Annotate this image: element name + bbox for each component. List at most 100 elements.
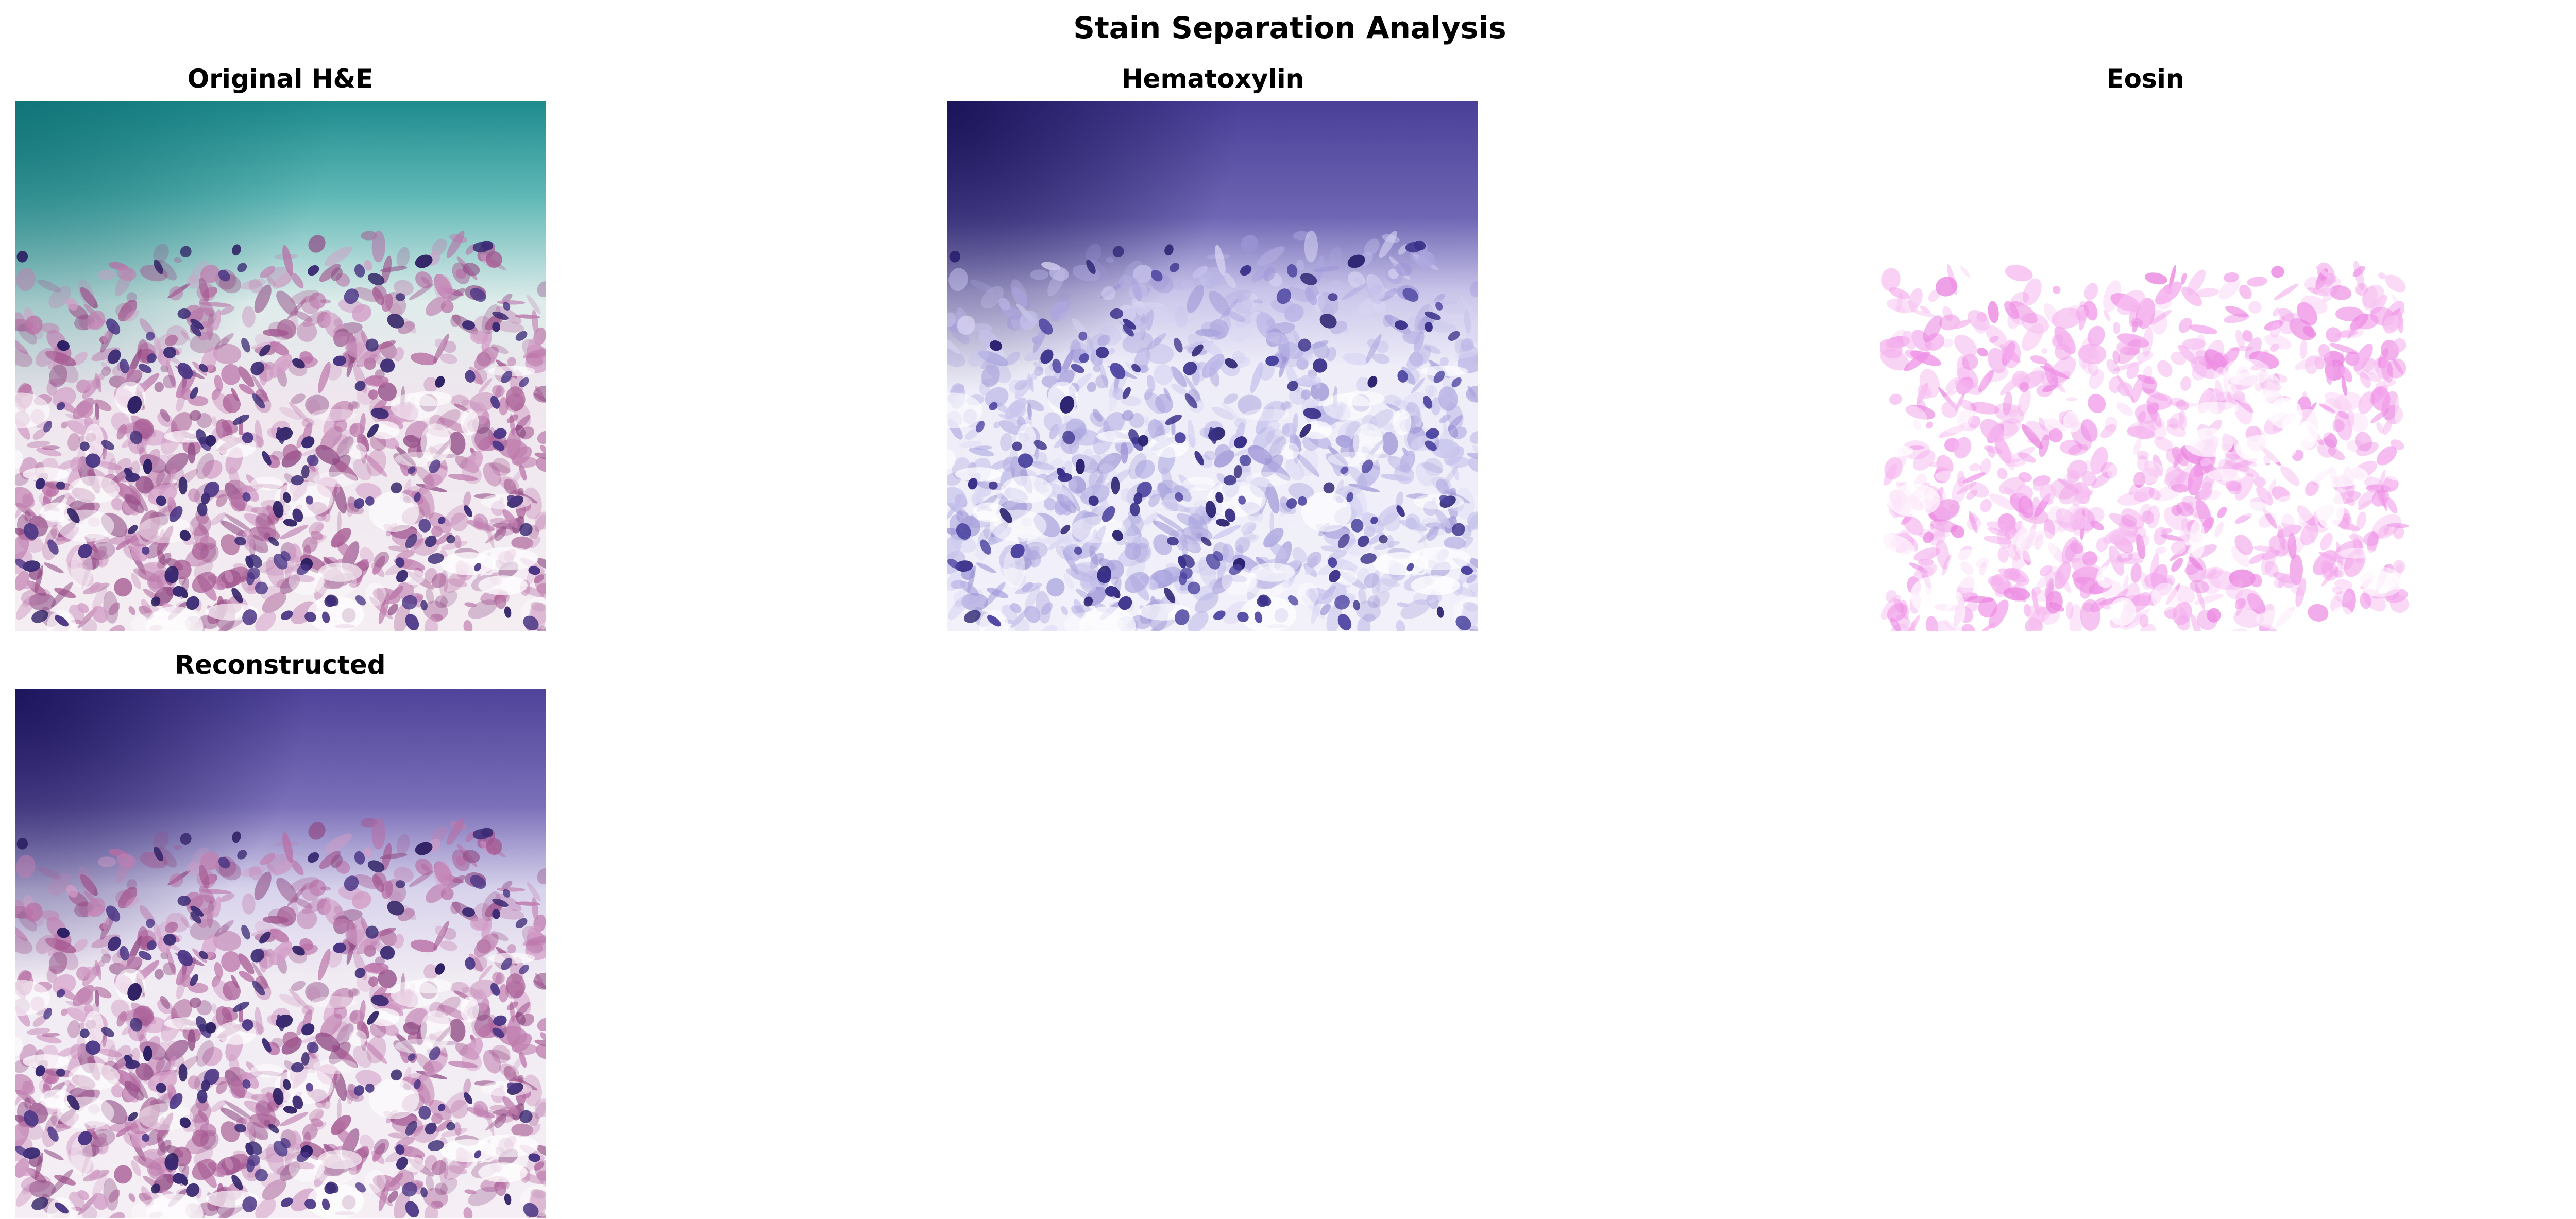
tissue-fiber (119, 420, 150, 434)
tissue-fiber (2088, 362, 2099, 376)
tissue-fiber (2171, 558, 2183, 572)
tissue-fiber (2234, 535, 2253, 555)
tissue-fiber (467, 1038, 483, 1059)
tissue-fiber (338, 886, 364, 901)
tissue-fiber (1122, 410, 1134, 421)
tissue-fiber (2217, 506, 2227, 518)
tissue-fiber (156, 1042, 170, 1053)
tissue-fiber (1997, 468, 2008, 479)
tissue-fiber (314, 1110, 324, 1120)
tissue-gap (488, 953, 536, 964)
tissue-fiber (489, 518, 507, 524)
tissue-fiber (2334, 591, 2353, 603)
cell-nucleus (1184, 393, 1198, 409)
tissue-fiber (1061, 606, 1068, 615)
tissue-fiber (2060, 440, 2083, 455)
tissue-fiber (2192, 362, 2207, 381)
tissue-fiber (324, 246, 352, 266)
cell-nucleus (1225, 508, 1236, 522)
tissue-fiber (2276, 525, 2302, 538)
cell-nucleus (355, 1182, 366, 1193)
tissue-fiber (1128, 453, 1147, 479)
tissue-fiber (496, 893, 522, 912)
tissue-fiber (2072, 569, 2086, 590)
tissue-fiber (1425, 384, 1437, 398)
tissue-fiber (1301, 596, 1326, 620)
tissue-fiber (1022, 582, 1033, 592)
tissue-fiber (199, 864, 210, 889)
tissue-fiber (2335, 306, 2364, 321)
tissue-fiber (282, 1031, 299, 1048)
tissue-fiber (308, 235, 326, 253)
tissue-fiber (216, 581, 226, 590)
tissue-fiber (364, 375, 389, 386)
tissue-gap (307, 1183, 364, 1218)
tissue-fiber (225, 570, 233, 583)
cell-nucleus (151, 1183, 161, 1194)
tissue-fiber (410, 352, 437, 366)
tissue-fiber (383, 964, 389, 976)
tissue-gap (138, 1103, 193, 1130)
cell-nucleus (120, 358, 129, 374)
tissue-fiber (2130, 563, 2142, 583)
cell-nucleus (141, 546, 150, 555)
tissue-fiber (2080, 419, 2098, 442)
tissue-fiber (463, 491, 471, 508)
tissue-fiber (1026, 399, 1044, 411)
tissue-fiber (1165, 563, 1180, 571)
tissue-fiber (2021, 498, 2031, 513)
cell-nucleus (1010, 544, 1025, 559)
tissue-fiber (1350, 487, 1367, 520)
tissue-fiber (2134, 404, 2158, 424)
tissue-fiber (116, 424, 127, 440)
tissue-fiber (1411, 377, 1425, 393)
cell-nucleus (515, 331, 528, 341)
tissue-fiber (1401, 366, 1416, 385)
tissue-fiber (296, 908, 317, 929)
tissue-fiber (1969, 463, 1981, 472)
tissue-fiber (192, 572, 217, 593)
tissue-fiber (101, 366, 111, 376)
tissue-fiber (1884, 463, 1897, 486)
tissue-fiber (2239, 284, 2252, 300)
tissue-fiber (1885, 590, 1897, 603)
tissue-fiber (993, 421, 1001, 429)
tissue-fiber (1427, 321, 1457, 333)
tissue-fiber (2117, 382, 2133, 397)
tissue-fiber (1314, 294, 1326, 312)
tissue-fiber (2247, 277, 2267, 287)
tissue-fiber (225, 1157, 233, 1170)
tissue-fiber (449, 1018, 466, 1042)
cell-nucleus (1287, 595, 1298, 606)
cell-nucleus (180, 246, 192, 258)
tissue-fiber (1124, 572, 1149, 593)
tissue-fiber (380, 853, 408, 860)
tissue-gap (1245, 472, 1290, 487)
tissue-fiber (1984, 445, 2003, 454)
cell-nucleus (420, 600, 428, 611)
tissue-gap (481, 1081, 532, 1097)
tissue-fiber (537, 281, 546, 298)
tissue-fiber (331, 854, 343, 868)
tissue-fiber (1936, 455, 1954, 475)
cell-nucleus (218, 269, 230, 282)
tissue-fiber (216, 1081, 228, 1094)
tissue-fiber (1063, 573, 1074, 590)
tissue-fiber (1386, 535, 1394, 549)
cell-nucleus (205, 1022, 216, 1034)
tissue-fiber (48, 378, 66, 385)
tissue-fiber (139, 1192, 154, 1206)
tissue-fiber (2341, 375, 2347, 396)
tissue-fiber (260, 853, 276, 865)
cell-nucleus (1038, 318, 1053, 335)
tissue-fiber (2184, 563, 2200, 575)
cell-nucleus (138, 364, 152, 373)
cell-nucleus (177, 308, 191, 319)
tissue-fiber (279, 1112, 309, 1127)
tissue-fiber (425, 465, 448, 489)
cell-nucleus (1379, 535, 1388, 544)
tissue-fiber (221, 364, 241, 385)
tissue-fiber (353, 1046, 372, 1068)
tissue-fiber (289, 402, 310, 423)
tissue-fiber (66, 1007, 89, 1022)
